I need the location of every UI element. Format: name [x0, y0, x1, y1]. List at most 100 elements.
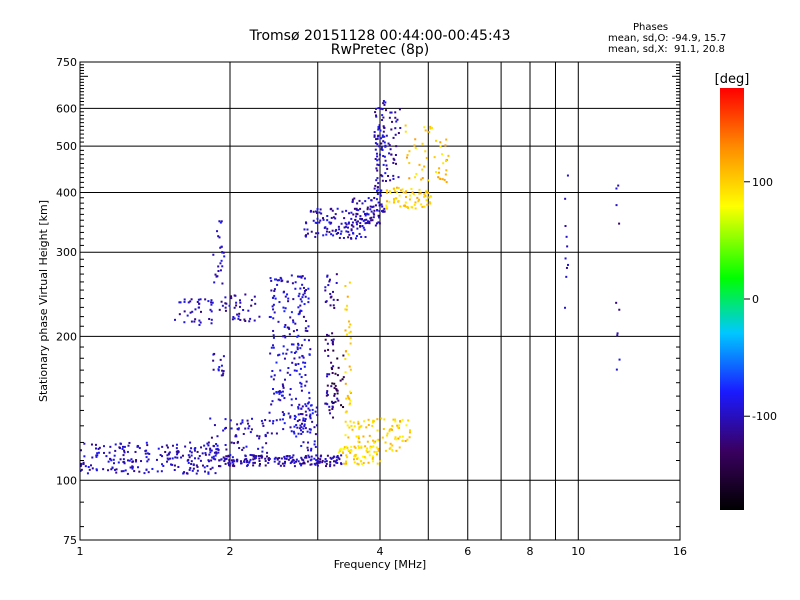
- echo-point: [286, 293, 289, 296]
- echo-point: [236, 313, 239, 316]
- echo-point: [377, 182, 380, 185]
- echo-point: [375, 152, 378, 155]
- echo-point: [246, 461, 249, 464]
- echo-point: [205, 447, 208, 450]
- echo-point: [177, 465, 180, 468]
- echo-point: [316, 217, 319, 220]
- echo-point: [162, 464, 165, 467]
- echo-point: [423, 165, 426, 168]
- echo-point: [283, 334, 286, 337]
- echo-point: [318, 461, 321, 464]
- echo-point: [431, 126, 434, 129]
- echo-point: [374, 224, 377, 227]
- echo-point: [171, 463, 174, 466]
- echo-point: [340, 230, 343, 233]
- echo-point: [374, 440, 377, 443]
- echo-point: [333, 382, 336, 385]
- echo-point: [352, 421, 355, 424]
- echo-point: [330, 457, 333, 460]
- echo-point: [310, 447, 313, 450]
- echo-point: [218, 308, 221, 311]
- echo-point: [357, 440, 360, 443]
- echo-point: [301, 430, 304, 433]
- echo-point: [124, 469, 127, 472]
- y-tick-label: 100: [56, 474, 77, 487]
- echo-point: [314, 221, 317, 224]
- echo-point: [313, 457, 316, 460]
- echo-point: [296, 346, 299, 349]
- echo-point: [307, 454, 310, 457]
- echo-point: [386, 200, 389, 203]
- echo-point: [358, 199, 361, 202]
- echo-point: [210, 303, 213, 306]
- echo-point: [281, 411, 284, 414]
- echo-point: [189, 467, 192, 470]
- echo-point: [616, 334, 619, 337]
- echo-point: [311, 420, 314, 423]
- echo-point: [300, 407, 303, 410]
- echo-point: [355, 235, 358, 238]
- echo-point: [332, 343, 335, 346]
- echo-point: [273, 289, 276, 292]
- echo-point: [283, 422, 286, 425]
- echo-point: [306, 228, 309, 231]
- echo-point: [285, 352, 288, 355]
- echo-point: [360, 446, 363, 449]
- echo-point: [305, 289, 308, 292]
- echo-point: [253, 295, 256, 298]
- echo-point: [327, 348, 330, 351]
- echo-point: [303, 365, 306, 368]
- echo-point: [282, 428, 285, 431]
- echo-point: [314, 445, 317, 448]
- echo-point: [304, 373, 307, 376]
- echo-point: [618, 222, 621, 225]
- echo-point: [344, 308, 347, 311]
- y-tick-label: 75: [63, 534, 77, 547]
- echo-point: [189, 300, 192, 303]
- echo-point: [270, 346, 273, 349]
- x-tick-label: 16: [673, 545, 687, 558]
- echo-point: [307, 441, 310, 444]
- echo-point: [342, 376, 345, 379]
- echo-point: [277, 398, 280, 401]
- echo-point: [366, 447, 369, 450]
- echo-point: [326, 373, 329, 376]
- echo-point: [190, 320, 193, 323]
- echo-point: [192, 467, 195, 470]
- echo-point: [295, 460, 298, 463]
- echo-point: [288, 333, 291, 336]
- echo-point: [418, 163, 421, 166]
- echo-point: [316, 207, 319, 210]
- echo-point: [441, 178, 444, 181]
- echo-point: [375, 450, 378, 453]
- echo-point: [224, 444, 227, 447]
- echo-point: [377, 221, 380, 224]
- echo-point: [359, 222, 362, 225]
- echo-point: [348, 326, 351, 329]
- echo-point: [300, 456, 303, 459]
- echo-point: [272, 296, 275, 299]
- echo-point: [305, 234, 308, 237]
- echo-point: [354, 218, 357, 221]
- echo-point: [311, 412, 314, 415]
- echo-point: [382, 130, 385, 133]
- echo-point: [271, 305, 274, 308]
- echo-point: [215, 275, 218, 278]
- echo-point: [359, 225, 362, 228]
- echo-point: [306, 446, 309, 449]
- echo-point: [307, 287, 310, 290]
- echo-point: [276, 283, 279, 286]
- echo-point: [376, 137, 379, 140]
- echo-point: [187, 454, 190, 457]
- echo-point: [190, 451, 193, 454]
- echo-point: [310, 230, 313, 233]
- echo-point: [366, 212, 369, 215]
- echo-point: [271, 369, 274, 372]
- echo-point: [255, 455, 258, 458]
- echo-point: [222, 372, 225, 375]
- echo-point: [223, 427, 226, 430]
- echo-point: [358, 441, 361, 444]
- echo-point: [273, 311, 276, 314]
- echo-point: [333, 306, 336, 309]
- echo-point: [373, 420, 376, 423]
